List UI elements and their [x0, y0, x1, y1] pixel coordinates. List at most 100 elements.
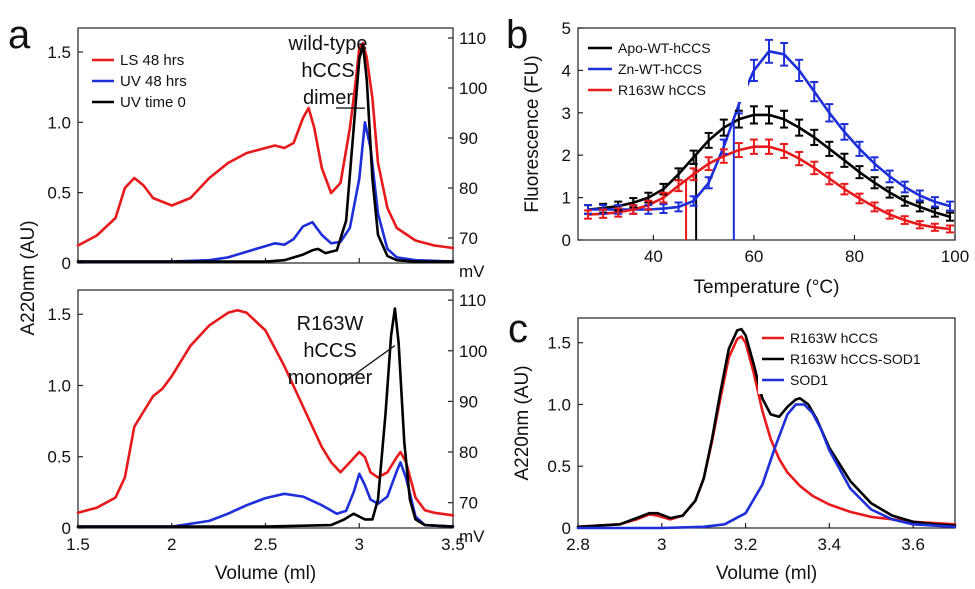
a-bottom-y2-tick-label: 70	[459, 494, 478, 513]
a-top-y2-unit: mV	[459, 262, 485, 281]
a-bottom-y2-tick-label: 90	[459, 392, 478, 411]
b-error-bar	[915, 201, 924, 213]
a-top-legend-label: UV time 0	[120, 94, 186, 111]
a-top-series-uv-time-0-line	[76, 43, 455, 263]
a-top-y2-tick-label: 90	[459, 129, 478, 148]
panel-a-label: a	[8, 13, 31, 57]
panel-b-label: b	[506, 13, 528, 57]
b-error-bar	[945, 224, 954, 234]
b-error-bar	[614, 207, 623, 218]
b-error-bar	[674, 179, 683, 193]
b-y-tick-label: 0	[562, 231, 571, 250]
a-bottom-y2-tick-label: 100	[459, 342, 487, 361]
b-error-bar	[930, 207, 939, 218]
b-error-bar	[780, 41, 789, 67]
a-bottom-x-tick-label: 1.5	[66, 535, 90, 554]
b-error-bar	[930, 196, 939, 208]
a-bottom-x-tick-label: 2	[167, 535, 176, 554]
a-bottom-series-uv-48-hrs-line	[76, 461, 455, 528]
a-top-y-tick-label: 0.5	[47, 184, 71, 203]
a-top-annotation-line: wild-type	[288, 33, 368, 55]
c-series-r163w-hccs-sod1-line	[576, 327, 957, 529]
c-y-tick-label: 0	[562, 519, 571, 538]
c-x-tick-label: 3	[657, 535, 666, 554]
b-error-bar	[900, 180, 909, 194]
b-series-apo-wt-hccs-line	[586, 113, 952, 218]
a-top-y2-tick-label: 110	[459, 29, 486, 48]
c-legend-label: SOD1	[790, 372, 828, 388]
b-error-bar	[870, 156, 879, 172]
b-x-tick-label: 80	[845, 247, 864, 266]
b-y-axis-label: Fluorescence (FU)	[522, 55, 543, 212]
c-series-r163w-hccs-line	[576, 335, 957, 529]
b-error-bar	[885, 186, 894, 199]
c-y-tick-label: 1.5	[547, 334, 571, 353]
b-error-bar	[659, 203, 668, 215]
a-top-annotation-line: hCCS	[301, 60, 354, 82]
a-bottom-y-tick-label: 0.5	[47, 448, 71, 467]
c-y-tick-label: 1.0	[547, 395, 571, 414]
b-error-bar	[915, 189, 924, 202]
c-legend-background	[758, 328, 952, 394]
b-legend-label: Apo-WT-hCCS	[618, 40, 711, 56]
b-error-bar	[734, 142, 743, 159]
a-bottom-y2-tick-label: 80	[459, 443, 478, 462]
a-bottom-y-tick-label: 0	[62, 519, 71, 538]
b-error-bar	[855, 192, 864, 205]
a-top-legend-label: UV 48 hrs	[120, 73, 187, 90]
a-bottom-y2-unit: mV	[459, 527, 485, 546]
a-bottom-x-tick-label: 3	[355, 535, 364, 554]
b-error-bar	[840, 123, 849, 141]
b-error-bar	[885, 209, 894, 220]
b-error-bar	[885, 169, 894, 184]
a-bottom-y-tick-label: 1.0	[47, 376, 71, 395]
b-error-bar	[915, 220, 924, 230]
b-series-r163w-hccs-line	[586, 145, 952, 231]
c-x-tick-label: 3.2	[734, 535, 758, 554]
a-bottom-annotation-line: hCCS	[303, 340, 356, 362]
b-error-bar	[780, 142, 789, 159]
b-error-bar	[704, 176, 713, 190]
a-top-annotation-line: dimer	[303, 87, 353, 109]
b-axes-frame	[577, 27, 956, 241]
b-error-bar	[945, 200, 954, 212]
a-top-series-ls-48-hrs-line	[76, 41, 455, 250]
b-error-bar	[825, 140, 834, 157]
a-top-series-uv-48-hrs-line	[76, 121, 455, 263]
a-y-axis-label: A220nm (AU)	[18, 220, 39, 335]
c-legend-label: R163W hCCS	[790, 330, 878, 346]
b-legend-label: Zn-WT-hCCS	[618, 61, 702, 77]
b-error-bar	[704, 156, 713, 172]
b-y-tick-label: 4	[562, 61, 571, 80]
b-error-bar	[795, 150, 804, 167]
b-error-bar	[629, 204, 638, 215]
b-x-tick-label: 100	[941, 247, 969, 266]
b-error-bar	[810, 80, 819, 103]
b-x-tick-label: 40	[644, 247, 663, 266]
a-bottom-annotation-line: R163W	[297, 313, 364, 335]
b-error-bar	[855, 140, 864, 157]
b-error-bar	[674, 201, 683, 213]
b-error-bar	[689, 149, 698, 166]
b-error-bar	[870, 201, 879, 213]
b-error-bar	[644, 199, 653, 211]
c-legend-label: R163W hCCS-SOD1	[790, 351, 921, 367]
b-error-bar	[855, 165, 864, 180]
b-error-bar	[825, 103, 834, 123]
b-error-bar	[840, 152, 849, 168]
b-error-bar	[765, 138, 774, 155]
b-x-tick-label: 60	[744, 247, 763, 266]
a-bottom-x-tick-label: 2.5	[254, 535, 278, 554]
c-x-tick-label: 3.6	[901, 535, 925, 554]
b-error-bar	[765, 105, 774, 125]
a-bottom-annotation-line: monomer	[288, 367, 373, 389]
b-error-bar	[795, 58, 804, 82]
b-error-bar	[930, 222, 939, 232]
b-error-bar	[719, 118, 728, 137]
b-error-bar	[870, 176, 879, 190]
b-error-bar	[584, 209, 593, 220]
b-error-bar	[689, 195, 698, 207]
b-error-bar	[719, 148, 728, 164]
b-error-bar	[900, 215, 909, 225]
b-legend-label: R163W hCCS	[618, 82, 706, 98]
